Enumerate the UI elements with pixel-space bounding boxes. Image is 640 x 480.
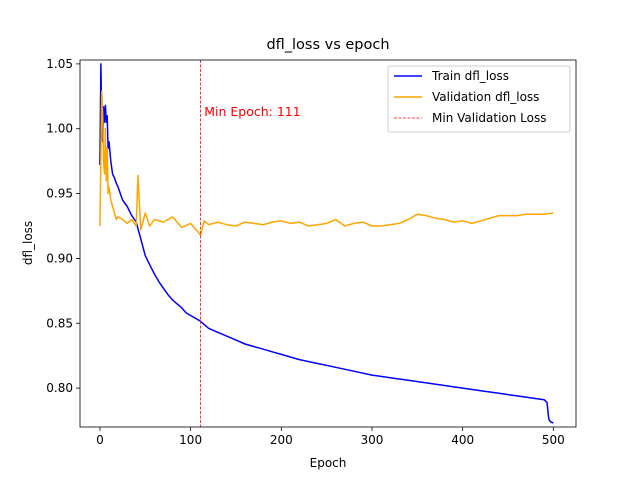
x-tick-label: 0 — [96, 433, 104, 447]
legend-entry-0: Train dfl_loss — [431, 69, 509, 83]
x-tick-label: 300 — [361, 433, 384, 447]
x-tick-label: 100 — [179, 433, 202, 447]
x-tick-label: 500 — [542, 433, 565, 447]
y-axis-label: dfl_loss — [21, 221, 35, 265]
y-tick-label: 0.90 — [46, 251, 73, 265]
y-tick-label: 1.00 — [46, 122, 73, 136]
y-tick-label: 0.95 — [46, 187, 73, 201]
legend: Train dfl_loss Validation dfl_loss Min Val… — [387, 65, 571, 133]
y-tick-label: 1.05 — [46, 57, 73, 71]
x-axis-label: Epoch — [310, 456, 347, 470]
series-line-1 — [99, 90, 554, 236]
chart-title: dfl_loss vs epoch — [266, 37, 389, 53]
legend-box — [387, 65, 571, 133]
y-tick-label: 0.85 — [46, 316, 73, 330]
axes: 0 100 200 300 400 500 0.80 0.85 0.90 0.95 1.00 1.05 — [46, 57, 577, 447]
plot-area: Min Epoch: 111 — [99, 60, 554, 427]
legend-entry-2: Min Validation Loss — [432, 111, 547, 125]
plot-frame — [79, 59, 577, 428]
y-tick-label: 0.80 — [46, 381, 73, 395]
x-tick-label: 200 — [270, 433, 293, 447]
legend-entry-1: Validation dfl_loss — [432, 90, 539, 104]
x-tick-label: 400 — [451, 433, 474, 447]
series-line-0 — [99, 63, 554, 424]
annotation-min-epoch: Min Epoch: 111 — [204, 104, 300, 119]
